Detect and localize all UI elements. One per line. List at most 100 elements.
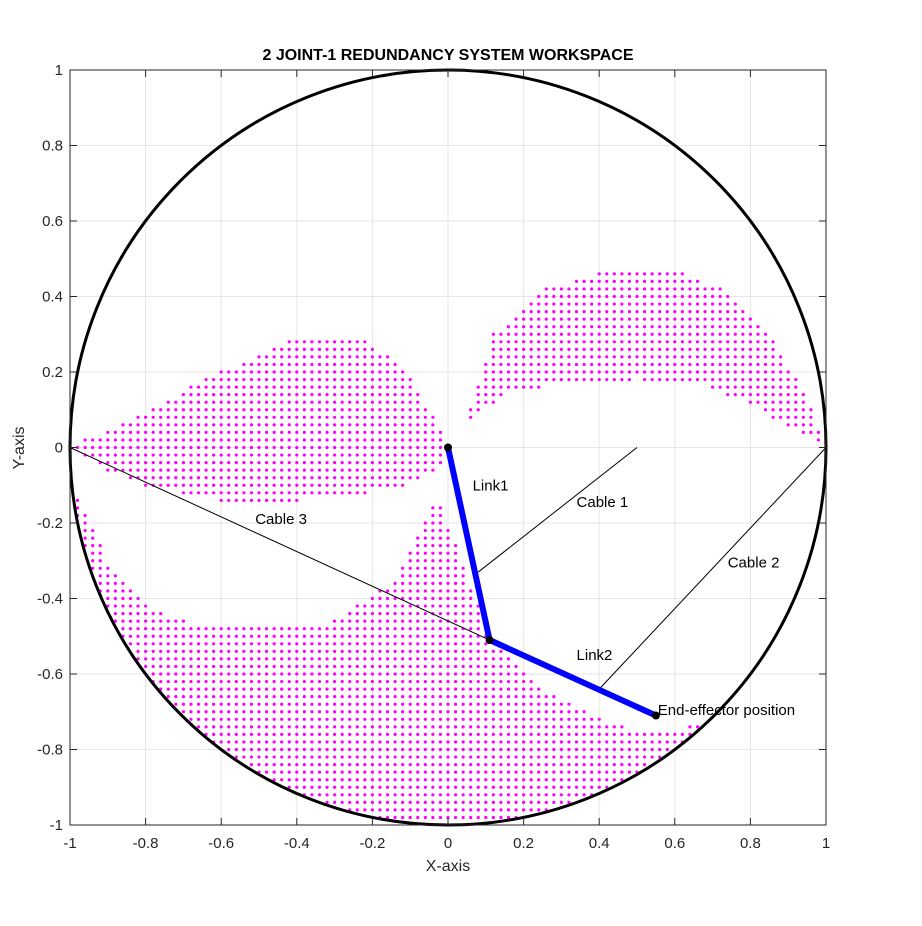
workspace-point <box>431 589 435 593</box>
workspace-point <box>340 634 344 638</box>
workspace-point <box>355 619 359 623</box>
workspace-point <box>385 740 390 744</box>
workspace-point <box>249 430 254 434</box>
workspace-point <box>310 649 314 653</box>
workspace-point <box>325 385 329 389</box>
workspace-point <box>408 687 412 691</box>
workspace-point <box>688 377 692 382</box>
workspace-point <box>605 310 609 314</box>
workspace-point <box>529 695 533 699</box>
workspace-point <box>159 423 163 427</box>
workspace-point <box>590 325 594 329</box>
workspace-point <box>544 778 548 782</box>
workspace-point <box>446 793 450 797</box>
workspace-point <box>189 461 193 465</box>
workspace-point <box>680 310 684 314</box>
workspace-point <box>196 438 201 442</box>
workspace-point <box>446 747 450 752</box>
workspace-point <box>567 763 571 767</box>
workspace-point <box>673 732 677 737</box>
workspace-point <box>567 377 571 382</box>
workspace-point <box>295 491 299 495</box>
workspace-point <box>370 770 374 774</box>
workspace-point <box>499 362 503 367</box>
workspace-point <box>673 340 677 344</box>
workspace-point <box>491 385 495 389</box>
workspace-point <box>393 400 397 404</box>
workspace-point <box>537 778 541 782</box>
workspace-point <box>431 596 435 601</box>
workspace-point <box>567 310 571 314</box>
workspace-point <box>242 725 246 729</box>
workspace-point <box>461 679 465 684</box>
workspace-point <box>658 287 662 291</box>
workspace-point <box>272 445 276 450</box>
workspace-point <box>484 763 488 767</box>
workspace-point <box>144 612 148 616</box>
workspace-point <box>355 679 359 684</box>
workspace-point <box>431 627 435 631</box>
workspace-point <box>401 483 405 487</box>
workspace-point <box>794 415 798 419</box>
workspace-point <box>658 340 662 344</box>
workspace-point <box>438 596 443 601</box>
workspace-point <box>476 679 480 684</box>
workspace-point <box>242 423 246 427</box>
workspace-point <box>295 664 299 669</box>
workspace-point <box>401 800 405 804</box>
workspace-point <box>174 657 178 661</box>
workspace-point <box>484 725 488 729</box>
workspace-point <box>348 687 352 691</box>
workspace-point <box>673 355 677 359</box>
workspace-point <box>355 408 359 412</box>
workspace-point <box>801 423 805 427</box>
workspace-point <box>469 657 473 661</box>
workspace-point <box>416 415 420 419</box>
workspace-point <box>272 763 276 767</box>
workspace-point <box>408 649 412 653</box>
workspace-point <box>370 672 374 676</box>
workspace-point <box>264 370 269 374</box>
workspace-point <box>665 732 669 737</box>
workspace-point <box>476 695 480 699</box>
workspace-point <box>423 664 427 669</box>
workspace-point <box>287 679 291 684</box>
workspace-point <box>484 385 488 389</box>
workspace-point <box>363 793 367 797</box>
workspace-point <box>219 476 223 480</box>
workspace-point <box>401 642 405 646</box>
workspace-point <box>514 687 518 691</box>
workspace-point <box>302 461 306 465</box>
workspace-point <box>227 498 231 502</box>
workspace-point <box>302 687 306 691</box>
workspace-point <box>363 770 367 774</box>
workspace-point <box>605 770 609 774</box>
workspace-point <box>423 596 427 601</box>
workspace-point <box>302 725 306 729</box>
workspace-point <box>144 483 148 487</box>
workspace-point <box>506 362 511 367</box>
workspace-point <box>257 377 261 382</box>
workspace-point <box>476 619 480 623</box>
workspace-point <box>408 430 412 434</box>
workspace-point <box>597 325 601 329</box>
workspace-point <box>295 347 299 351</box>
workspace-point <box>484 702 488 706</box>
workspace-point <box>227 627 231 631</box>
workspace-point <box>786 423 790 427</box>
workspace-point <box>234 732 238 737</box>
workspace-point <box>514 362 518 367</box>
workspace-point <box>522 808 526 812</box>
workspace-point <box>506 687 511 691</box>
workspace-point <box>431 747 435 752</box>
workspace-point <box>317 408 322 412</box>
workspace-point <box>189 664 193 669</box>
workspace-point <box>506 793 511 797</box>
workspace-point <box>605 317 609 321</box>
workspace-point <box>310 491 314 495</box>
workspace-point <box>491 815 495 820</box>
workspace-point <box>249 664 254 669</box>
workspace-point <box>642 755 647 759</box>
workspace-point <box>695 302 700 306</box>
workspace-point <box>680 347 684 351</box>
